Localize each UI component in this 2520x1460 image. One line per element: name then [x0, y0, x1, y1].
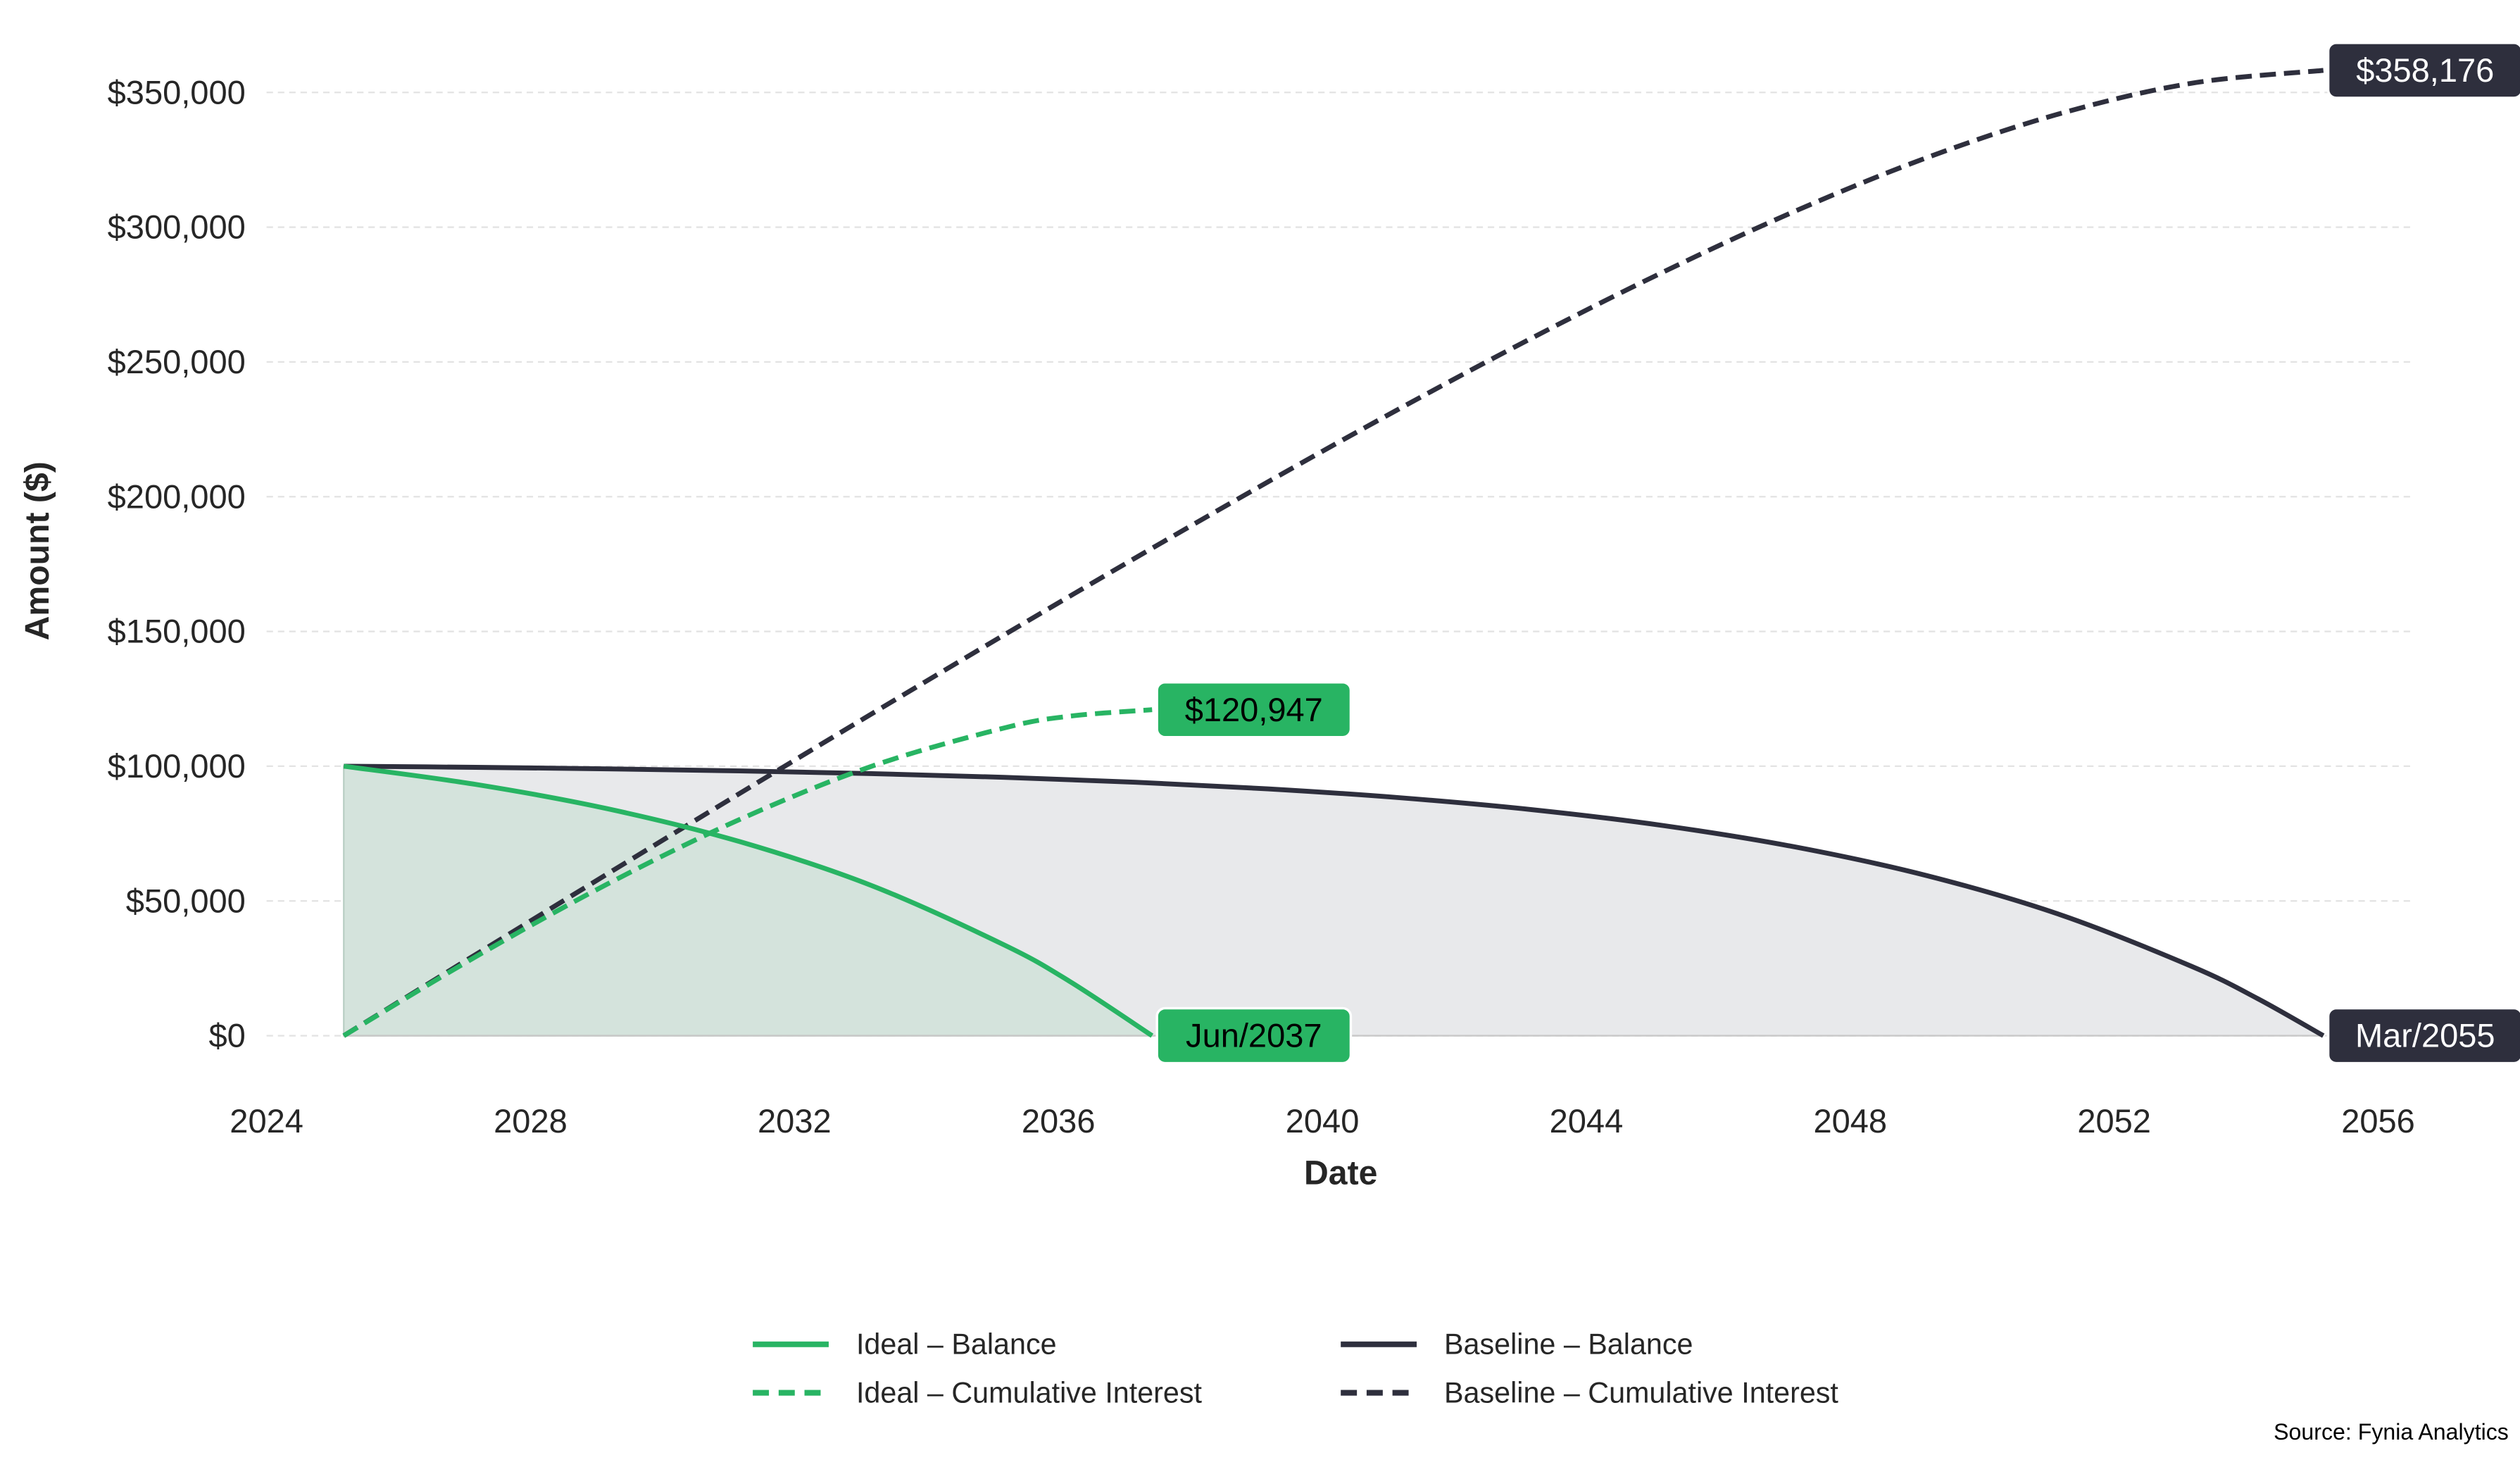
x-tick-label: 2028 — [494, 1102, 568, 1140]
baseline-balance-line — [344, 763, 2325, 1038]
legend-item-baseline-interest: Baseline – Cumulative Interest — [1341, 1376, 1838, 1409]
x-tick-label: 2056 — [2341, 1102, 2415, 1140]
ideal-interest-label: $120,947 — [1155, 681, 1353, 739]
x-tick-label: 2036 — [1022, 1102, 1096, 1140]
y-tick-label: $250,000 — [108, 343, 246, 380]
legend: Ideal – Balance Ideal – Cumulative Intere… — [753, 1328, 1838, 1409]
legend-item-baseline-balance: Baseline – Balance — [1341, 1328, 1693, 1361]
source-note: Source: Fynia Analytics — [2274, 1419, 2509, 1445]
ideal-balance-line — [343, 763, 1154, 1038]
annotations: $120,947 Jun/2037 $358,176 Mar/2055 — [1155, 42, 2520, 1065]
legend-label: Ideal – Cumulative Interest — [856, 1376, 1203, 1409]
x-tick-label: 2048 — [1813, 1102, 1887, 1140]
y-tick-label: $0 — [208, 1017, 245, 1054]
x-axis-title: Date — [1304, 1154, 1377, 1192]
annotation-text: $358,176 — [2356, 51, 2494, 89]
x-tick-label: 2024 — [230, 1102, 303, 1140]
ideal-payoff-label: Jun/2037 — [1155, 1006, 1353, 1065]
annotation-text: Mar/2055 — [2355, 1017, 2495, 1054]
legend-item-ideal-balance: Ideal – Balance — [753, 1328, 1057, 1361]
y-tick-label: $300,000 — [108, 208, 246, 246]
y-axis-title: Amount ($) — [18, 461, 56, 640]
y-tick-label: $100,000 — [108, 747, 246, 785]
y-axis-ticks: $0 $50,000 $100,000 $150,000 $200,000 $250,00… — [108, 73, 246, 1054]
baseline-interest-line — [342, 68, 2324, 1038]
x-axis-ticks: 2024 2028 2032 2036 2040 2044 2048 2052 2056 — [230, 1102, 2415, 1140]
annotation-box — [1155, 681, 1353, 739]
baseline-interest-label: $358,176 — [2326, 42, 2520, 99]
x-tick-label: 2044 — [1550, 1102, 1624, 1140]
legend-label: Baseline – Balance — [1444, 1328, 1693, 1361]
annotation-box — [2326, 1006, 2520, 1065]
annotation-text: $120,947 — [1185, 691, 1323, 728]
x-tick-label: 2052 — [2077, 1102, 2151, 1140]
y-tick-label: $150,000 — [108, 613, 246, 650]
annotation-box — [2326, 42, 2520, 99]
x-tick-label: 2032 — [758, 1102, 832, 1140]
x-tick-label: 2040 — [1286, 1102, 1360, 1140]
legend-label: Ideal – Balance — [856, 1328, 1057, 1361]
baseline-payoff-label: Mar/2055 — [2326, 1006, 2520, 1065]
y-tick-label: $350,000 — [108, 73, 246, 111]
legend-item-ideal-interest: Ideal – Cumulative Interest — [753, 1376, 1203, 1409]
area-fills — [343, 765, 2324, 1037]
y-tick-label: $50,000 — [126, 882, 246, 919]
legend-label: Baseline – Cumulative Interest — [1444, 1376, 1838, 1409]
y-tick-label: $200,000 — [108, 478, 246, 515]
ideal-interest-line — [342, 707, 1153, 1038]
series-lines — [342, 68, 2325, 1038]
annotation-box — [1155, 1006, 1353, 1065]
annotation-text: Jun/2037 — [1186, 1017, 1322, 1054]
